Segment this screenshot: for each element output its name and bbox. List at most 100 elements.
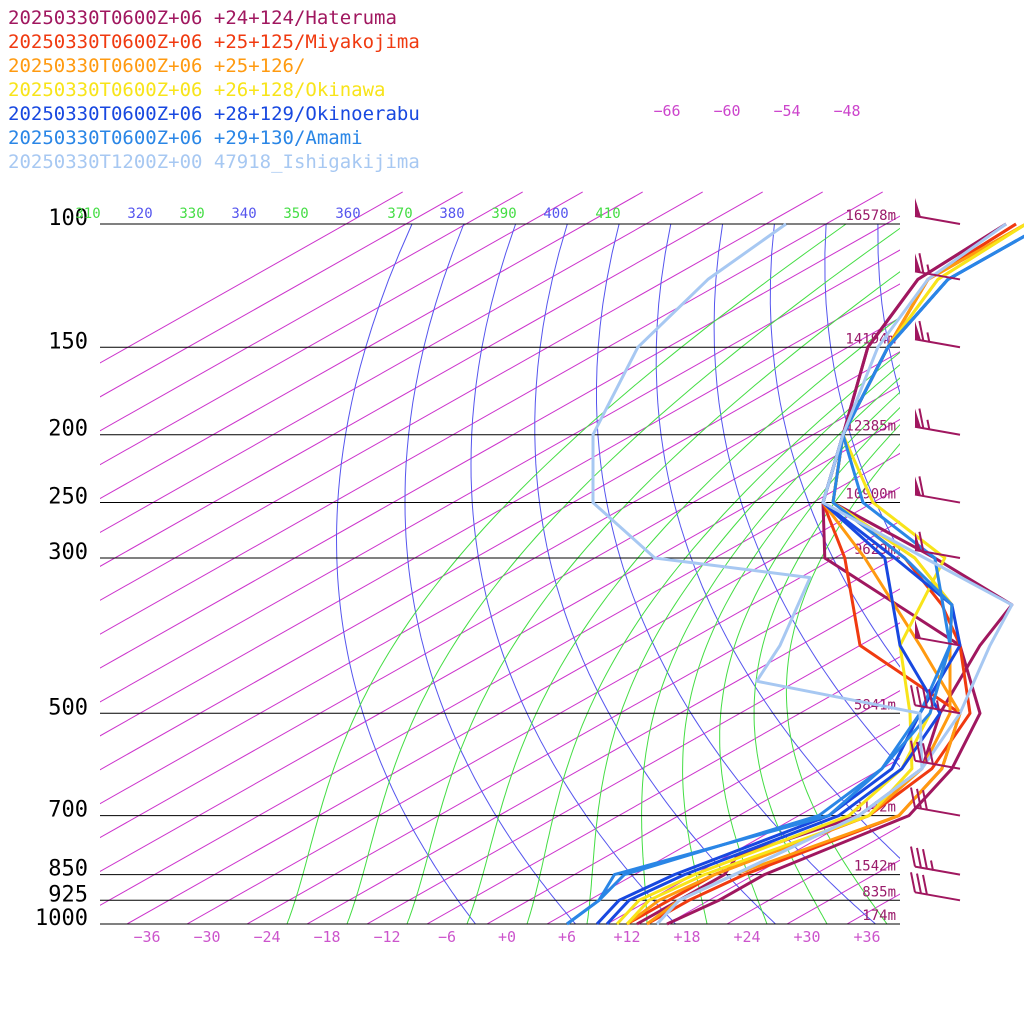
theta-label: 320	[127, 206, 152, 222]
legend-entry: 20250330T0600Z+06 +25+126/	[8, 55, 305, 77]
wind-barb-flag	[910, 872, 916, 893]
temperature-tick-label: −30	[193, 928, 220, 946]
wind-barb-half-flag	[926, 419, 931, 431]
pressure-label: 250	[48, 485, 88, 510]
wind-barb-staff	[914, 425, 961, 436]
dry-adiabat-line	[981, 224, 1024, 924]
wind-barb-pennant	[915, 619, 921, 639]
wind-barb	[914, 531, 961, 559]
isotherm-top-label: −48	[833, 102, 860, 120]
temperature-tick-label: +0	[498, 928, 516, 946]
wind-barb-flag	[910, 846, 916, 867]
dry-adiabat-line	[404, 223, 576, 924]
wind-barb-flag	[910, 787, 916, 808]
isotherm-line	[306, 588, 900, 924]
theta-label: 380	[439, 206, 464, 222]
legend-entry: 20250330T0600Z+06 +26+128/Okinawa	[8, 79, 386, 101]
pressure-label: 700	[48, 798, 88, 823]
wind-barb-flag	[916, 873, 922, 894]
temperature-tick-label: +36	[853, 928, 880, 946]
wind-barb-pennant	[915, 476, 921, 496]
wind-barb-pennant	[915, 198, 921, 217]
wind-barb-flag	[916, 686, 922, 707]
temperature-tick-label: −6	[438, 928, 456, 946]
isotherm-line	[100, 191, 463, 398]
theta-label: 400	[543, 206, 568, 222]
isotherm-line	[426, 656, 900, 924]
temperature-line	[566, 234, 1024, 926]
wind-barb-half-flag	[936, 700, 940, 711]
legend: 20250330T0600Z+06 +24+124/Hateruma202503…	[8, 7, 420, 173]
wind-barb-flag	[922, 874, 928, 896]
height-label: 835m	[862, 884, 896, 900]
wind-barb	[914, 476, 961, 504]
dewpoint-line	[591, 222, 924, 926]
legend-entry: 20250330T0600Z+06 +25+125/Miyakojima	[8, 31, 420, 53]
temperature-tick-label: −18	[313, 928, 340, 946]
wind-barb-staff	[914, 636, 961, 647]
theta-label: 360	[335, 206, 360, 222]
wind-barbs	[910, 198, 961, 902]
isotherm-top-label: −54	[773, 102, 800, 120]
isotherm-line	[606, 757, 900, 924]
wind-barb	[910, 685, 961, 715]
legend-entry: 20250330T1200Z+00 47918_Ishigakijima	[8, 151, 420, 173]
wind-barb-flag	[918, 253, 925, 274]
wind-barb-flag	[918, 408, 925, 429]
wind-barb	[910, 787, 961, 817]
isotherm-line	[100, 191, 583, 466]
wind-barb-flag	[910, 740, 916, 761]
temperature-tick-label: +18	[673, 928, 700, 946]
moist-adiabat-line	[719, 406, 900, 924]
pressure-label: 100	[48, 206, 88, 231]
temperature-tick-label: −36	[133, 928, 160, 946]
height-label: 14194m	[845, 331, 896, 347]
wind-barb	[914, 253, 961, 281]
pressure-label: 1000	[35, 906, 88, 931]
wind-barb-flag	[928, 744, 934, 765]
wind-barb-staff	[914, 865, 961, 876]
theta-label: 350	[283, 206, 308, 222]
pressure-label: 200	[48, 417, 88, 442]
wind-barb-pennant	[915, 253, 921, 273]
wind-barb-half-flag	[930, 860, 934, 871]
wind-barb-flag	[922, 687, 928, 709]
theta-label: 410	[595, 206, 620, 222]
temperature-tick-label: +6	[558, 928, 576, 946]
isotherm-line	[100, 191, 403, 364]
pressure-label: 300	[48, 540, 88, 565]
isotherm-line	[100, 191, 703, 534]
dry-adiabat-line	[335, 223, 476, 924]
wind-barb-staff	[914, 338, 961, 349]
height-label: 174m	[862, 908, 896, 924]
theta-label: 390	[491, 206, 516, 222]
wind-barb	[914, 198, 961, 225]
isotherm-line	[366, 622, 900, 924]
wind-barb-staff	[914, 215, 961, 225]
wind-barb-flag	[918, 531, 925, 553]
wind-barb-flag	[918, 320, 925, 342]
height-label: 12385m	[845, 419, 896, 435]
height-label: 1542m	[854, 859, 896, 875]
wind-barb	[910, 740, 961, 770]
temperature-tick-label: −12	[373, 928, 400, 946]
wind-barb-pennant	[915, 531, 921, 551]
wind-barb-pennant	[915, 408, 921, 428]
wind-barb-flag	[922, 848, 928, 870]
wind-barb-staff	[914, 891, 961, 902]
wind-barb-staff	[914, 493, 961, 504]
sounding-series	[566, 222, 1024, 926]
theta-label: 370	[387, 206, 412, 222]
wind-barb-flag	[922, 789, 928, 811]
temperature-tick-label: +24	[733, 928, 760, 946]
temperature-tick-label: +12	[613, 928, 640, 946]
legend-entry: 20250330T0600Z+06 +24+124/Hateruma	[8, 7, 397, 29]
wind-barb	[914, 408, 961, 436]
wind-barb-staff	[914, 759, 961, 770]
theta-label: 310	[75, 206, 100, 222]
wind-barb-half-flag	[926, 264, 931, 275]
wind-barb	[914, 619, 961, 647]
wind-barb-flag	[910, 685, 916, 706]
